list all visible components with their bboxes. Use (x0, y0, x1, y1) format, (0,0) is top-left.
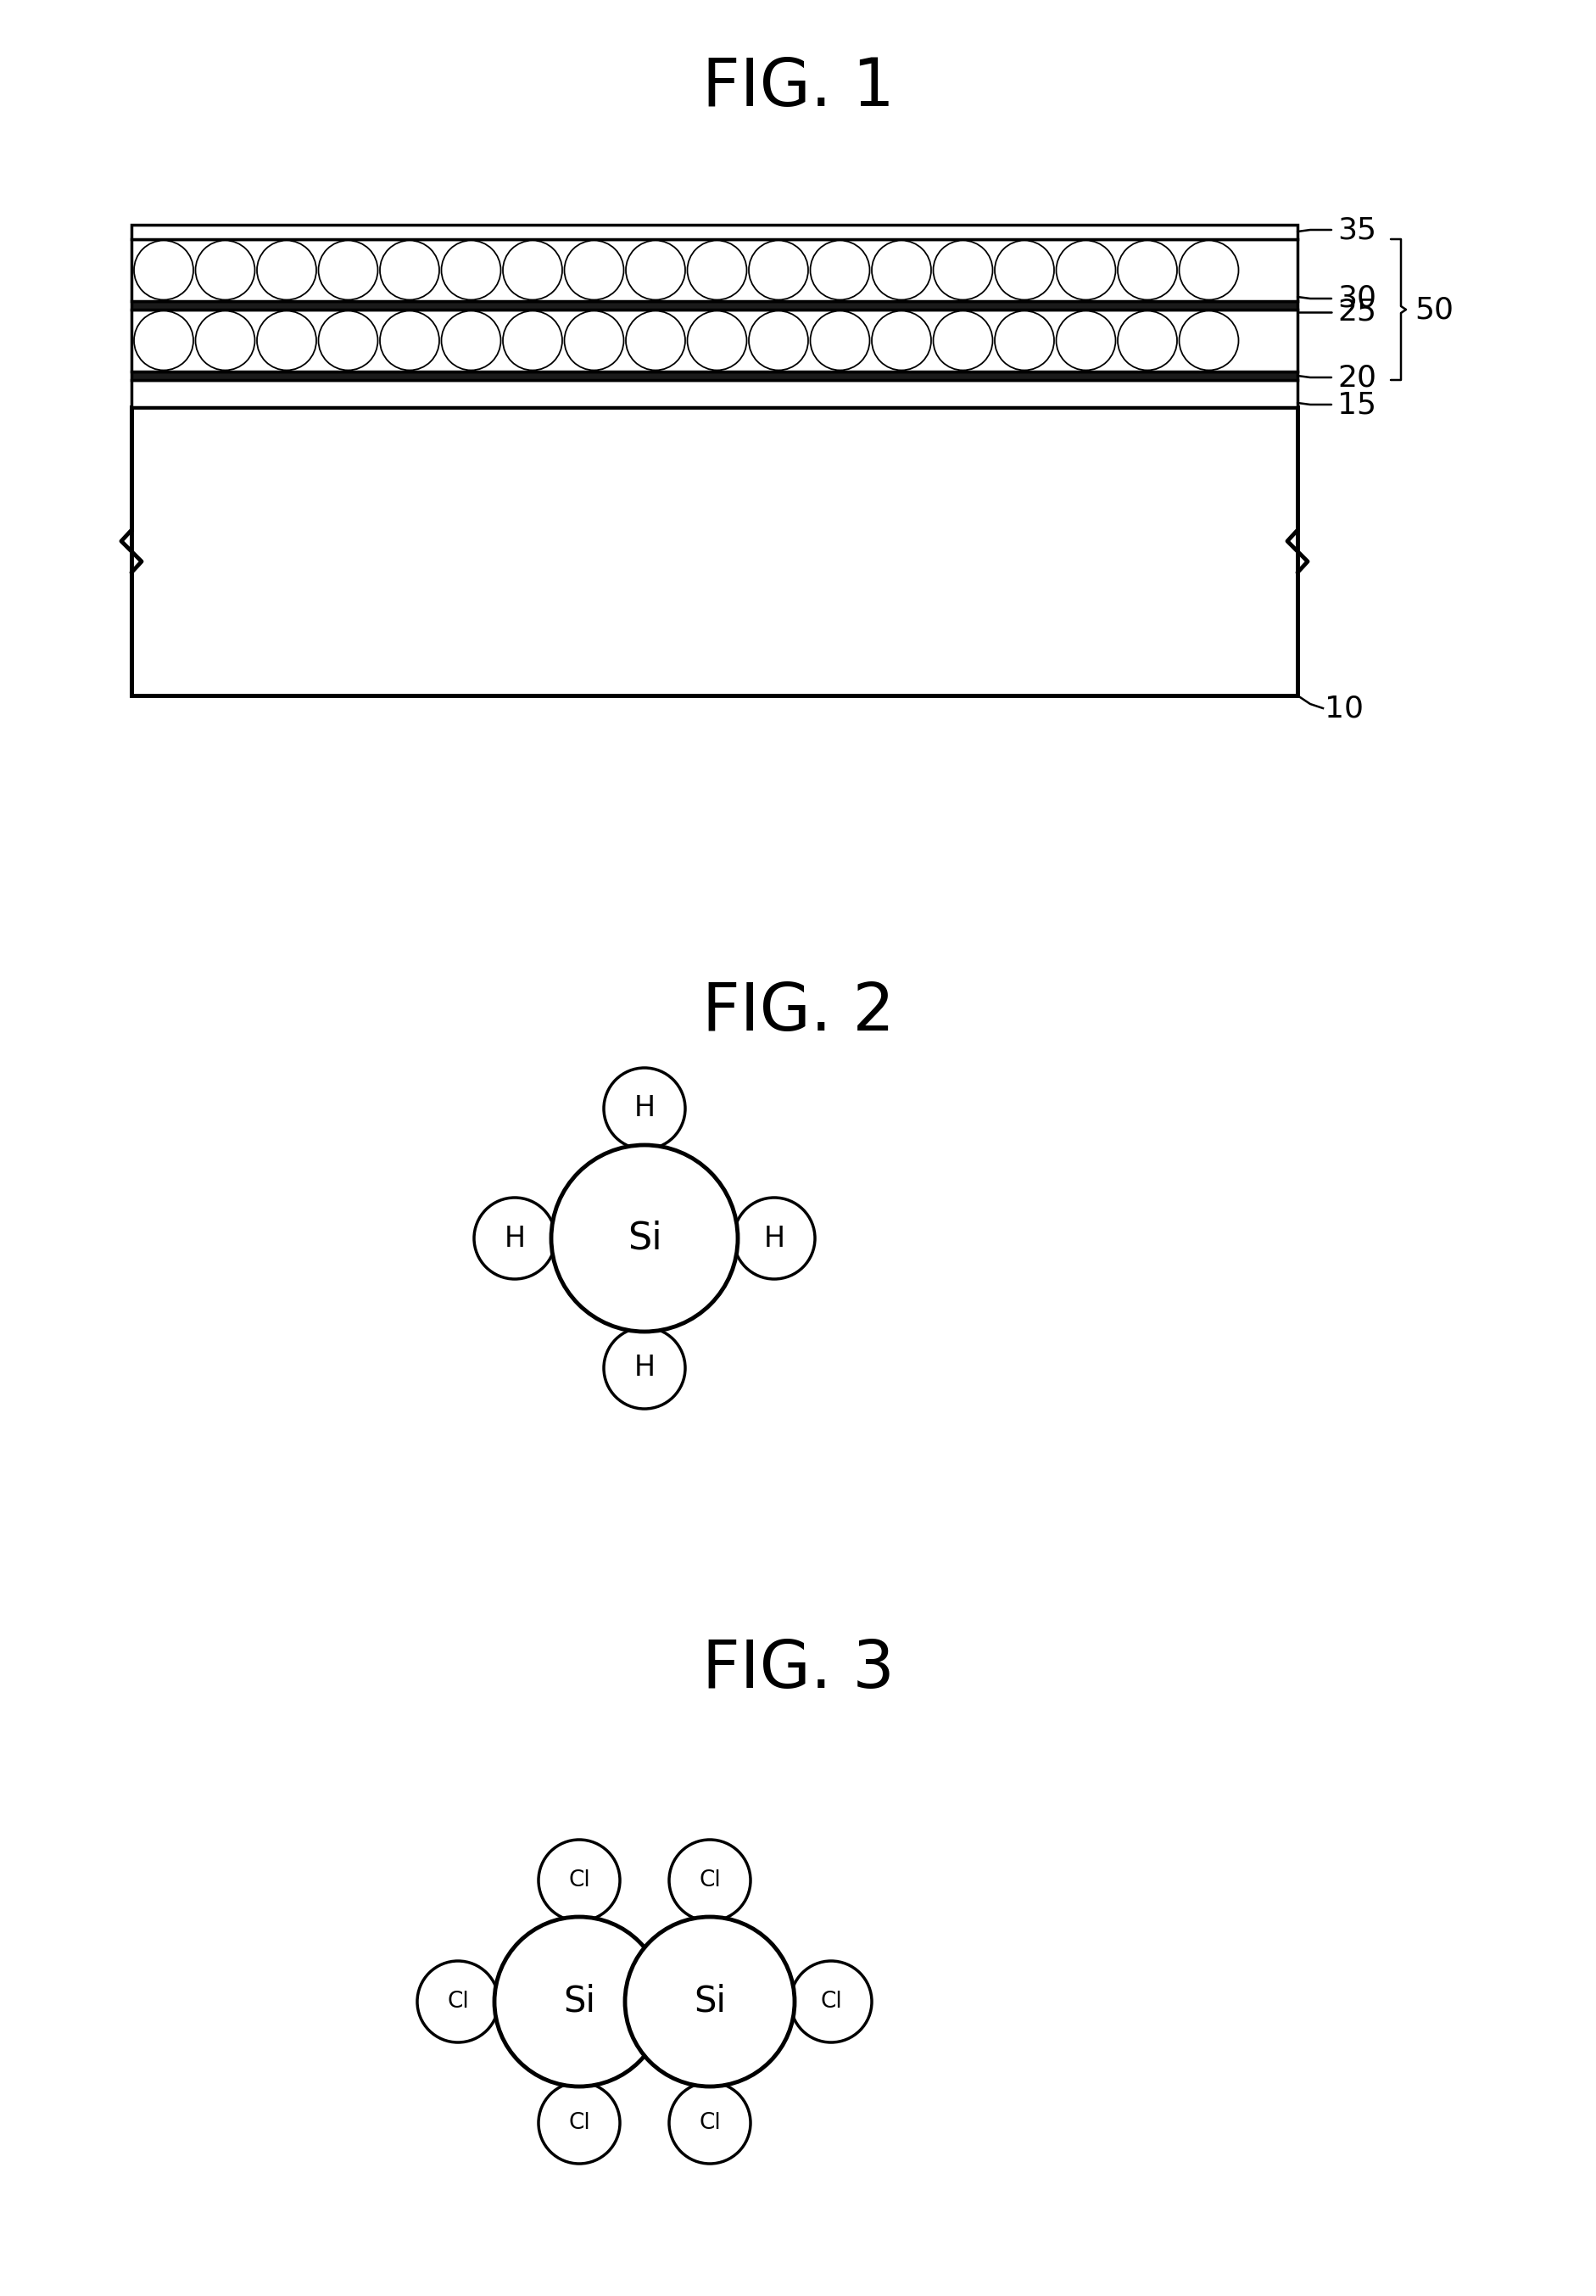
Circle shape (563, 310, 624, 370)
Circle shape (603, 1068, 685, 1150)
Circle shape (257, 310, 316, 370)
Circle shape (932, 310, 993, 370)
Circle shape (440, 310, 501, 370)
Bar (131, 239, 1298, 301)
Circle shape (134, 310, 193, 370)
Text: H: H (634, 1095, 654, 1123)
Text: 15: 15 (1336, 390, 1376, 418)
Circle shape (603, 1327, 685, 1410)
Circle shape (669, 1839, 750, 1922)
Circle shape (495, 1917, 664, 2087)
Text: H: H (504, 1224, 525, 1251)
Text: H: H (634, 1355, 654, 1382)
Text: Cl: Cl (568, 2112, 591, 2133)
Circle shape (551, 1146, 737, 1332)
Text: FIG. 2: FIG. 2 (701, 980, 894, 1045)
Bar (131, 379, 1298, 406)
Text: H: H (763, 1224, 785, 1251)
Circle shape (1178, 310, 1238, 370)
Text: 30: 30 (1336, 285, 1376, 312)
Circle shape (563, 241, 624, 301)
Circle shape (474, 1199, 555, 1279)
Circle shape (503, 241, 562, 301)
Circle shape (195, 310, 255, 370)
Circle shape (686, 241, 747, 301)
Bar (131, 372, 1298, 379)
Text: 25: 25 (1336, 298, 1376, 326)
Circle shape (809, 310, 870, 370)
Circle shape (1117, 241, 1176, 301)
Circle shape (686, 310, 747, 370)
Circle shape (503, 310, 562, 370)
Text: Cl: Cl (820, 1991, 841, 2014)
Circle shape (626, 241, 685, 301)
Circle shape (994, 310, 1053, 370)
Circle shape (417, 1961, 498, 2043)
Circle shape (669, 2082, 750, 2163)
Text: 10: 10 (1325, 693, 1363, 723)
Circle shape (134, 241, 193, 301)
Circle shape (538, 2082, 619, 2163)
Circle shape (380, 310, 439, 370)
Circle shape (932, 241, 993, 301)
Circle shape (1055, 241, 1116, 301)
Text: FIG. 3: FIG. 3 (701, 1637, 894, 1701)
Circle shape (749, 241, 808, 301)
Text: Si: Si (627, 1219, 661, 1256)
Circle shape (994, 241, 1053, 301)
Circle shape (624, 1917, 795, 2087)
Bar (131, 301, 1298, 310)
Circle shape (1178, 241, 1238, 301)
Circle shape (871, 310, 930, 370)
Circle shape (380, 241, 439, 301)
Text: Cl: Cl (699, 1869, 720, 1892)
Circle shape (318, 241, 378, 301)
Text: Si: Si (563, 1984, 595, 2020)
Circle shape (790, 1961, 871, 2043)
Circle shape (195, 241, 255, 301)
Circle shape (318, 310, 378, 370)
Bar (131, 225, 1298, 239)
Circle shape (1117, 310, 1176, 370)
Text: 35: 35 (1336, 216, 1376, 243)
Circle shape (538, 1839, 619, 1922)
Text: Cl: Cl (447, 1991, 469, 2014)
Circle shape (733, 1199, 814, 1279)
Text: Cl: Cl (568, 1869, 591, 1892)
Circle shape (626, 310, 685, 370)
Text: 50: 50 (1414, 296, 1452, 324)
Circle shape (440, 241, 501, 301)
Circle shape (1055, 310, 1116, 370)
Text: Cl: Cl (699, 2112, 720, 2133)
Circle shape (871, 241, 930, 301)
Bar (131, 310, 1298, 372)
Text: 20: 20 (1336, 363, 1376, 393)
Text: Si: Si (693, 1984, 726, 2020)
Text: FIG. 1: FIG. 1 (702, 55, 894, 119)
Circle shape (809, 241, 870, 301)
Circle shape (749, 310, 808, 370)
Bar (131, 406, 1298, 696)
Circle shape (257, 241, 316, 301)
